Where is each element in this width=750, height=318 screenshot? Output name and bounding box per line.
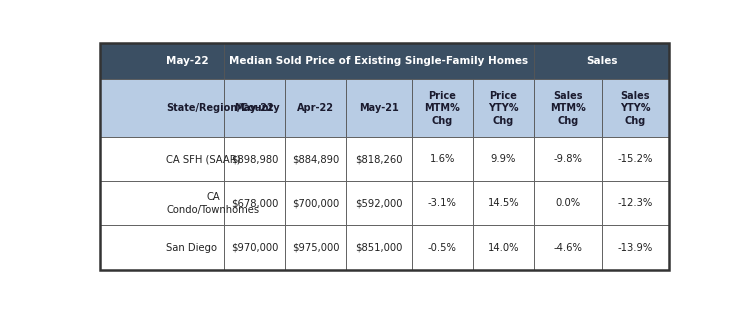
Bar	[100, 225, 224, 270]
Text: $818,260: $818,260	[356, 154, 403, 164]
Text: Median Sold Price of Existing Single-Family Homes: Median Sold Price of Existing Single-Fam…	[230, 56, 529, 66]
Bar	[534, 225, 602, 270]
Text: $678,000: $678,000	[231, 198, 278, 208]
Bar	[473, 181, 534, 225]
Bar	[412, 181, 473, 225]
Bar	[100, 137, 224, 181]
Text: May-21: May-21	[359, 103, 399, 113]
Bar	[224, 43, 534, 80]
Bar	[473, 225, 534, 270]
Bar	[602, 225, 669, 270]
Bar	[285, 181, 346, 225]
Bar	[412, 225, 473, 270]
Text: May-22: May-22	[235, 103, 274, 113]
Text: Sales: Sales	[586, 56, 617, 66]
Bar	[473, 137, 534, 181]
Text: -13.9%: -13.9%	[618, 243, 653, 252]
Text: 1.6%: 1.6%	[430, 154, 455, 164]
Text: Apr-22: Apr-22	[297, 103, 334, 113]
Text: -3.1%: -3.1%	[428, 198, 457, 208]
Text: CA SFH (SAAR): CA SFH (SAAR)	[166, 154, 241, 164]
Text: May-22: May-22	[166, 56, 209, 66]
Text: Price
YTY%
Chg: Price YTY% Chg	[488, 91, 519, 126]
Text: $700,000: $700,000	[292, 198, 339, 208]
Text: 9.9%: 9.9%	[490, 154, 516, 164]
Bar	[534, 43, 669, 80]
Text: 0.0%: 0.0%	[555, 198, 580, 208]
Bar	[346, 137, 412, 181]
Bar	[473, 80, 534, 137]
Text: CA
Condo/Townhomes: CA Condo/Townhomes	[166, 192, 260, 215]
Bar	[412, 137, 473, 181]
Bar	[100, 43, 224, 80]
Bar	[224, 137, 285, 181]
Text: Price
MTM%
Chg: Price MTM% Chg	[424, 91, 460, 126]
Bar	[100, 181, 224, 225]
Bar	[224, 181, 285, 225]
Bar	[602, 137, 669, 181]
Bar	[412, 80, 473, 137]
Bar	[534, 181, 602, 225]
Text: $851,000: $851,000	[356, 243, 403, 252]
Bar	[224, 225, 285, 270]
Text: -9.8%: -9.8%	[554, 154, 582, 164]
Text: $975,000: $975,000	[292, 243, 339, 252]
Text: $884,890: $884,890	[292, 154, 339, 164]
Bar	[534, 137, 602, 181]
Text: Sales
YTY%
Chg: Sales YTY% Chg	[620, 91, 651, 126]
Text: San Diego: San Diego	[166, 243, 218, 252]
Text: 14.0%: 14.0%	[488, 243, 519, 252]
Bar	[224, 80, 285, 137]
Text: -4.6%: -4.6%	[554, 243, 582, 252]
Bar	[534, 80, 602, 137]
Text: Sales
MTM%
Chg: Sales MTM% Chg	[550, 91, 586, 126]
Text: -12.3%: -12.3%	[618, 198, 653, 208]
Bar	[602, 181, 669, 225]
Bar	[285, 80, 346, 137]
Text: 14.5%: 14.5%	[488, 198, 519, 208]
Text: State/Region/County: State/Region/County	[166, 103, 280, 113]
Text: -15.2%: -15.2%	[618, 154, 653, 164]
Bar	[346, 80, 412, 137]
Bar	[602, 80, 669, 137]
Bar	[285, 137, 346, 181]
Text: $970,000: $970,000	[231, 243, 278, 252]
Bar	[100, 80, 224, 137]
Text: $898,980: $898,980	[231, 154, 278, 164]
Bar	[285, 225, 346, 270]
Text: -0.5%: -0.5%	[428, 243, 457, 252]
Bar	[346, 181, 412, 225]
Bar	[346, 225, 412, 270]
Text: $592,000: $592,000	[356, 198, 403, 208]
